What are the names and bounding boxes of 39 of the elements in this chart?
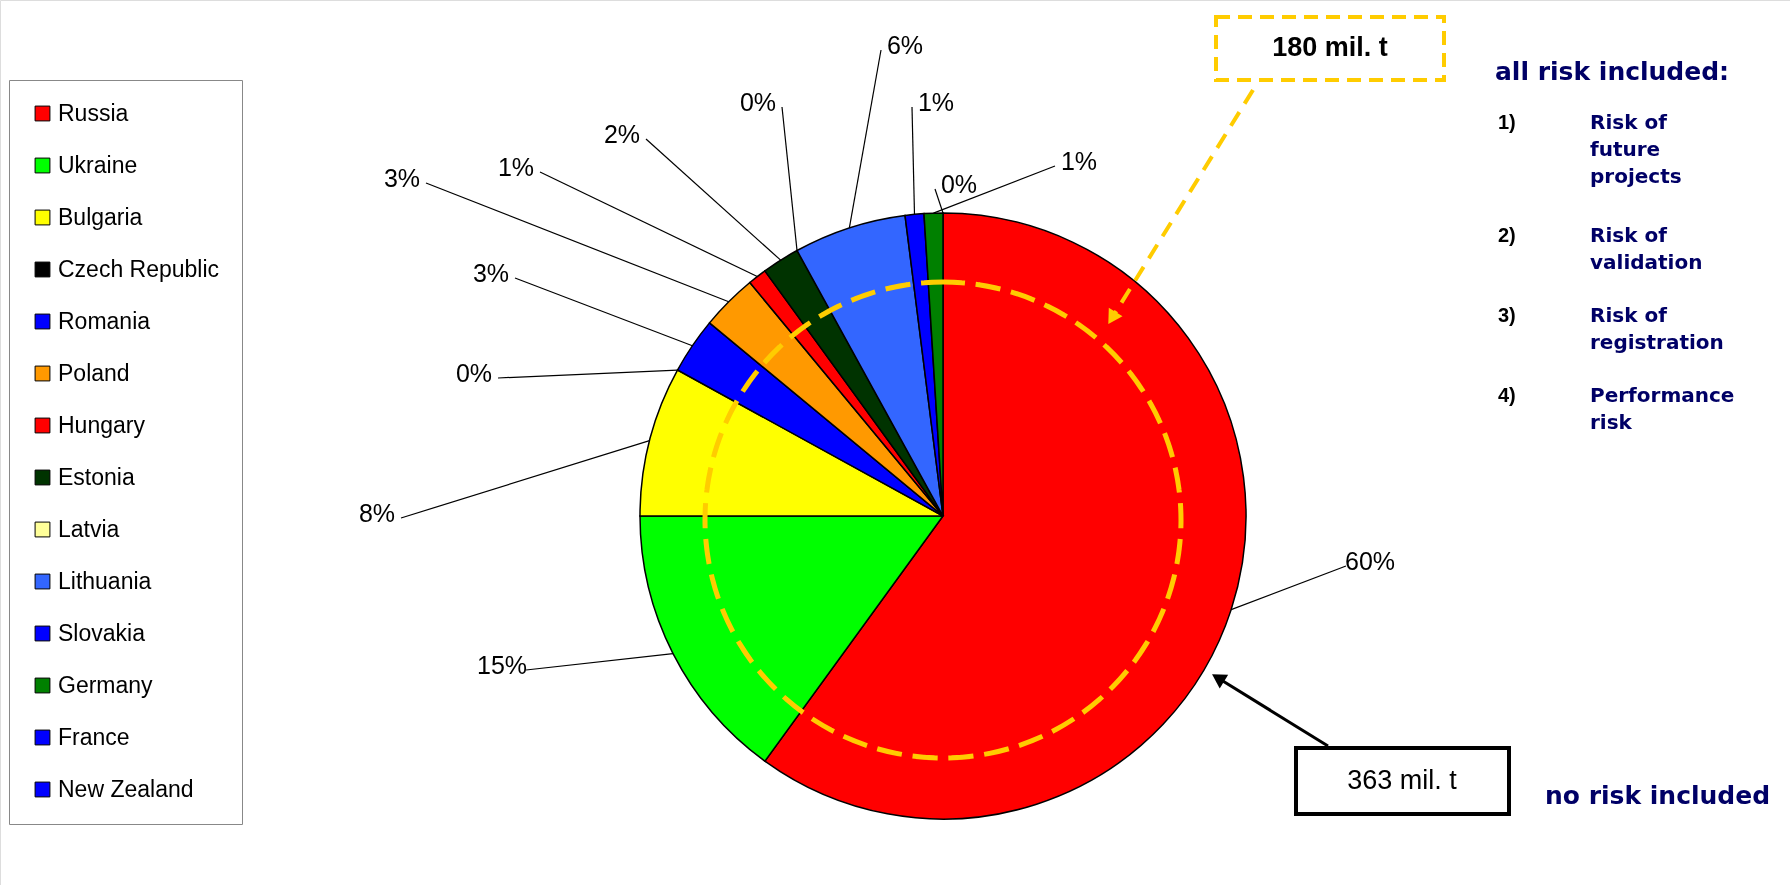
text: 0%	[455, 359, 493, 387]
data-label: 2%	[603, 120, 641, 148]
data-label: 60%	[1344, 547, 1396, 575]
data-label: 3%	[383, 164, 421, 192]
data-label: 3%	[472, 259, 510, 287]
data-label: 8%	[358, 499, 396, 527]
text: 3)	[1498, 304, 1516, 326]
text: 363 mil. t	[1347, 765, 1458, 795]
legend-label: Romania	[58, 307, 151, 334]
text: 0%	[940, 170, 978, 198]
data-label: 6%	[886, 31, 924, 59]
legend-label: Ukraine	[58, 151, 138, 178]
legend-label: Russia	[58, 99, 129, 126]
text: 4)	[1498, 384, 1516, 406]
text: 180 mil. t	[1272, 32, 1388, 62]
text: Risk of validation	[1590, 223, 1703, 274]
text: all risk included:	[1495, 57, 1730, 86]
legend-label: New Zealand	[58, 775, 194, 802]
legend-label: Lithuania	[58, 567, 152, 594]
legend-label: Latvia	[58, 515, 120, 542]
legend-label: Estonia	[58, 463, 135, 490]
text: 1)	[1498, 111, 1516, 133]
text: Risk of future projects	[1590, 110, 1682, 188]
legend-label: Poland	[58, 359, 130, 386]
text: 0%	[739, 88, 777, 116]
text: 2)	[1498, 224, 1516, 246]
legend-label: Germany	[58, 671, 154, 698]
data-label: 15%	[476, 651, 528, 679]
legend-label: Bulgaria	[58, 203, 143, 230]
text: Risk of registration	[1590, 303, 1724, 354]
text: no risk included	[1545, 781, 1771, 810]
data-label: 1%	[1060, 147, 1098, 175]
text: Performance risk	[1590, 383, 1735, 434]
legend-label: Hungary	[58, 411, 146, 438]
data-label: 1%	[497, 153, 535, 181]
data-label: 1%	[917, 88, 955, 116]
legend-label: Czech Republic	[58, 255, 220, 282]
legend-label: Slovakia	[58, 619, 146, 646]
legend-label: France	[58, 723, 130, 750]
